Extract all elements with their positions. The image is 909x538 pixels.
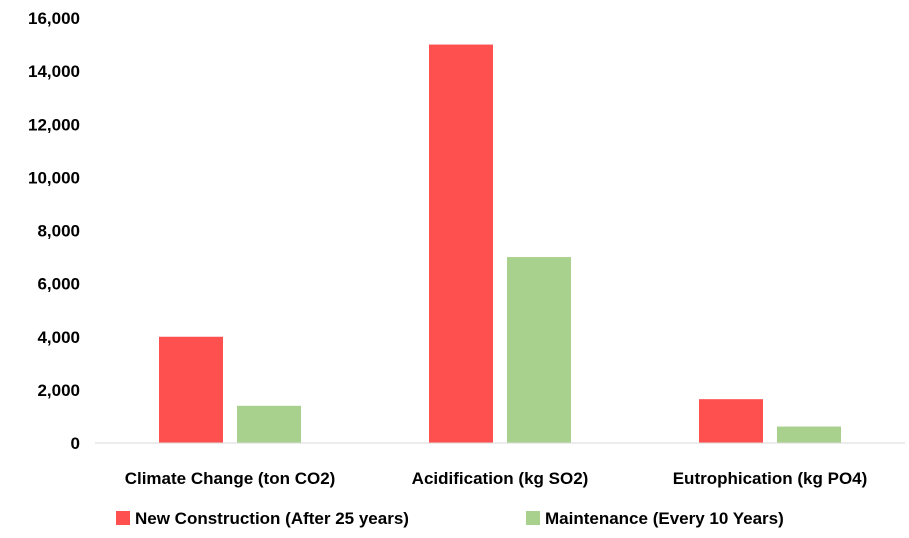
legend-swatch <box>526 511 540 525</box>
y-tick-label: 4,000 <box>37 328 80 347</box>
x-category-label: Acidification (kg SO2) <box>412 469 589 488</box>
bar-new-construction-3 <box>699 399 763 443</box>
bar-maintenance-3 <box>777 426 841 443</box>
x-category-label: Climate Change (ton CO2) <box>125 469 336 488</box>
legend-swatch <box>116 511 130 525</box>
y-tick-label: 14,000 <box>28 62 80 81</box>
legend-label: New Construction (After 25 years) <box>135 509 409 528</box>
bar-new-construction-2 <box>429 44 493 443</box>
x-category-label: Eutrophication (kg PO4) <box>673 469 868 488</box>
y-tick-label: 8,000 <box>37 222 80 241</box>
y-tick-label: 16,000 <box>28 9 80 28</box>
y-tick-label: 6,000 <box>37 275 80 294</box>
bar-maintenance-2 <box>507 257 571 443</box>
bar-maintenance-1 <box>237 405 301 443</box>
y-tick-label: 12,000 <box>28 115 80 134</box>
y-tick-label: 0 <box>71 434 80 453</box>
legend: New Construction (After 25 years) Mainten… <box>116 509 784 528</box>
y-tick-label: 2,000 <box>37 381 80 400</box>
bar-new-construction-1 <box>159 336 223 443</box>
y-tick-label: 10,000 <box>28 168 80 187</box>
bars-group <box>159 44 841 443</box>
y-axis-ticks: 0 2,000 4,000 6,000 8,000 10,000 12,000 14,000 1… <box>28 9 80 453</box>
x-axis-category-labels: Climate Change (ton CO2) Acidification (k… <box>125 469 868 488</box>
legend-label: Maintenance (Every 10 Years) <box>545 509 784 528</box>
